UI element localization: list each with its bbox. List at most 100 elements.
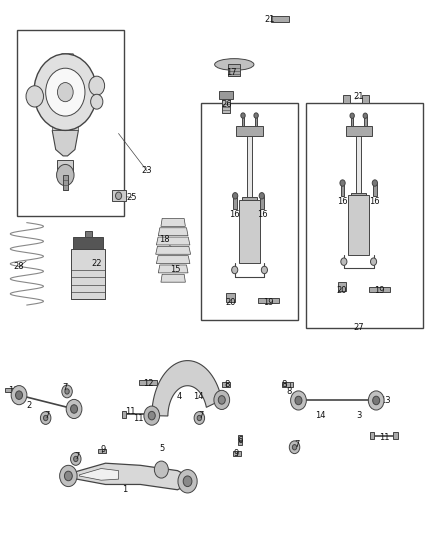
Circle shape xyxy=(64,471,72,481)
Circle shape xyxy=(368,391,384,410)
Bar xyxy=(226,293,235,302)
Circle shape xyxy=(289,441,300,454)
Bar xyxy=(242,116,244,126)
Polygon shape xyxy=(156,256,190,264)
Bar xyxy=(393,432,398,439)
Bar xyxy=(242,197,257,205)
Bar xyxy=(122,410,127,418)
Text: 18: 18 xyxy=(159,236,170,245)
Circle shape xyxy=(197,415,201,421)
Text: 4: 4 xyxy=(176,392,181,401)
Text: 23: 23 xyxy=(141,166,152,175)
Bar xyxy=(222,382,226,387)
Circle shape xyxy=(259,192,265,199)
Bar xyxy=(233,451,237,456)
Bar xyxy=(17,30,124,216)
Bar xyxy=(338,282,346,291)
Bar xyxy=(237,451,240,456)
Circle shape xyxy=(341,258,347,265)
Circle shape xyxy=(62,385,72,398)
Bar xyxy=(343,95,350,103)
Bar xyxy=(85,231,92,237)
Polygon shape xyxy=(155,246,191,254)
Text: 11: 11 xyxy=(133,414,144,423)
Polygon shape xyxy=(68,463,191,490)
Circle shape xyxy=(66,399,82,418)
Text: 11: 11 xyxy=(379,433,389,442)
Text: 21: 21 xyxy=(353,92,364,101)
Bar xyxy=(239,199,260,263)
Bar xyxy=(370,432,374,439)
Bar xyxy=(373,183,377,196)
Bar xyxy=(282,382,286,387)
Text: 26: 26 xyxy=(221,100,232,109)
Circle shape xyxy=(178,470,197,493)
Circle shape xyxy=(116,192,122,199)
Circle shape xyxy=(232,266,238,273)
Circle shape xyxy=(233,192,238,199)
Circle shape xyxy=(40,411,51,424)
Bar xyxy=(369,287,390,292)
Text: 16: 16 xyxy=(337,197,347,206)
Text: 22: 22 xyxy=(92,260,102,268)
Bar xyxy=(348,196,369,255)
Text: 11: 11 xyxy=(126,407,136,416)
Circle shape xyxy=(65,389,69,394)
Circle shape xyxy=(148,411,155,420)
Bar xyxy=(201,103,297,320)
Circle shape xyxy=(57,165,74,185)
Circle shape xyxy=(295,396,302,405)
Text: 27: 27 xyxy=(353,323,364,332)
Circle shape xyxy=(91,94,103,109)
Text: 8: 8 xyxy=(224,380,230,389)
Circle shape xyxy=(261,266,268,273)
Circle shape xyxy=(74,456,78,462)
Bar xyxy=(351,193,366,201)
Text: 12: 12 xyxy=(143,379,153,389)
Text: 20: 20 xyxy=(226,298,236,307)
Polygon shape xyxy=(158,265,188,273)
Bar xyxy=(258,298,279,303)
Bar xyxy=(255,116,258,126)
Text: 3: 3 xyxy=(356,411,361,420)
Bar xyxy=(364,116,367,126)
Text: 16: 16 xyxy=(258,210,268,219)
Text: 16: 16 xyxy=(369,197,380,206)
Polygon shape xyxy=(52,118,78,131)
Text: 8: 8 xyxy=(286,387,292,396)
Bar xyxy=(362,95,369,103)
Polygon shape xyxy=(156,237,190,245)
Polygon shape xyxy=(79,469,119,480)
Circle shape xyxy=(144,406,159,425)
Bar xyxy=(222,99,230,114)
Circle shape xyxy=(292,445,297,450)
Bar xyxy=(346,126,372,136)
Circle shape xyxy=(43,415,48,421)
Text: 20: 20 xyxy=(337,286,347,295)
Bar xyxy=(306,103,424,328)
Polygon shape xyxy=(161,274,185,282)
Bar xyxy=(73,237,103,249)
Bar xyxy=(102,449,106,454)
Bar xyxy=(98,449,102,454)
Circle shape xyxy=(290,391,306,410)
Circle shape xyxy=(373,396,380,405)
Circle shape xyxy=(46,68,85,116)
Text: 17: 17 xyxy=(226,68,237,77)
Bar xyxy=(112,190,126,201)
Text: 2: 2 xyxy=(26,401,32,410)
Bar xyxy=(237,126,263,136)
Text: 28: 28 xyxy=(14,262,25,271)
Text: 7: 7 xyxy=(198,411,203,420)
Circle shape xyxy=(194,411,205,424)
Polygon shape xyxy=(158,228,188,236)
Text: 21: 21 xyxy=(264,15,275,25)
Polygon shape xyxy=(52,131,78,156)
Bar xyxy=(272,16,289,22)
Text: 9: 9 xyxy=(101,446,106,455)
Bar xyxy=(226,382,230,387)
Bar xyxy=(228,64,240,76)
Circle shape xyxy=(218,395,225,404)
Text: 7: 7 xyxy=(63,383,68,392)
Text: 7: 7 xyxy=(44,411,49,420)
